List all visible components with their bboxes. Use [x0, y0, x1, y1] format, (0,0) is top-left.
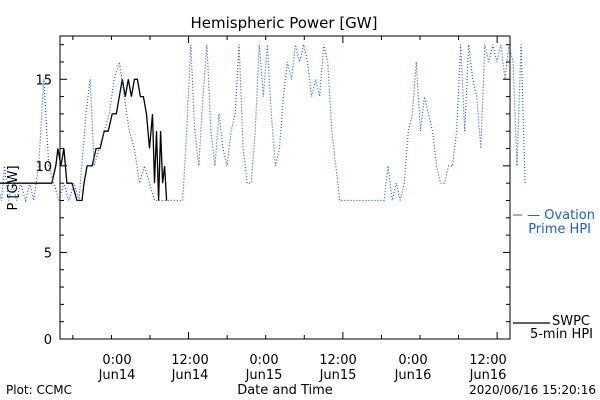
x-tick-label-time: 0:00	[249, 353, 278, 368]
legend-swpc-line2: 5-min HPI	[530, 327, 593, 342]
footer-left: Plot: CCMC	[6, 383, 72, 397]
x-tick-label-time: 12:00	[171, 353, 208, 368]
y-tick-label: 10	[35, 160, 52, 175]
y-tick-label: 15	[35, 73, 52, 88]
x-tick-label-date: Jun14	[171, 368, 209, 383]
plot-frame	[59, 35, 511, 340]
series-layer	[0, 44, 526, 203]
legend-ovation-line1: — Ovation	[527, 208, 595, 223]
x-tick-label-time: 12:00	[319, 353, 356, 368]
y-tick-label: 5	[44, 246, 52, 261]
x-tick-label-date: Jun16	[394, 368, 432, 383]
x-tick-label-time: 0:00	[398, 353, 427, 368]
legend-ovation-line2: Prime HPI	[528, 222, 591, 237]
x-tick-label-date: Jun16	[469, 368, 507, 383]
footer-right: 2020/06/16 15:20:16	[469, 383, 596, 397]
x-tick-label-date: Jun15	[319, 368, 357, 383]
chart-title: Hemispheric Power [GW]	[191, 14, 378, 32]
y-tick-label: 0	[44, 333, 52, 348]
ovation-prime-hpi-line	[0, 44, 526, 203]
x-tick-label-date: Jun14	[98, 368, 136, 383]
legend-swpc-line1: SWPC	[552, 314, 590, 329]
x-axis-label: Date and Time	[237, 383, 333, 398]
x-tick-label-time: 12:00	[469, 353, 506, 368]
x-tick-label-date: Jun15	[245, 368, 283, 383]
swpc-5min-hpi-line	[0, 78, 168, 202]
axis-ticks: 0510150:00Jun1412:00Jun140:00Jun1512:00J…	[35, 36, 510, 383]
y-axis-label: P [GW]	[6, 165, 21, 210]
x-tick-label-time: 0:00	[102, 353, 131, 368]
